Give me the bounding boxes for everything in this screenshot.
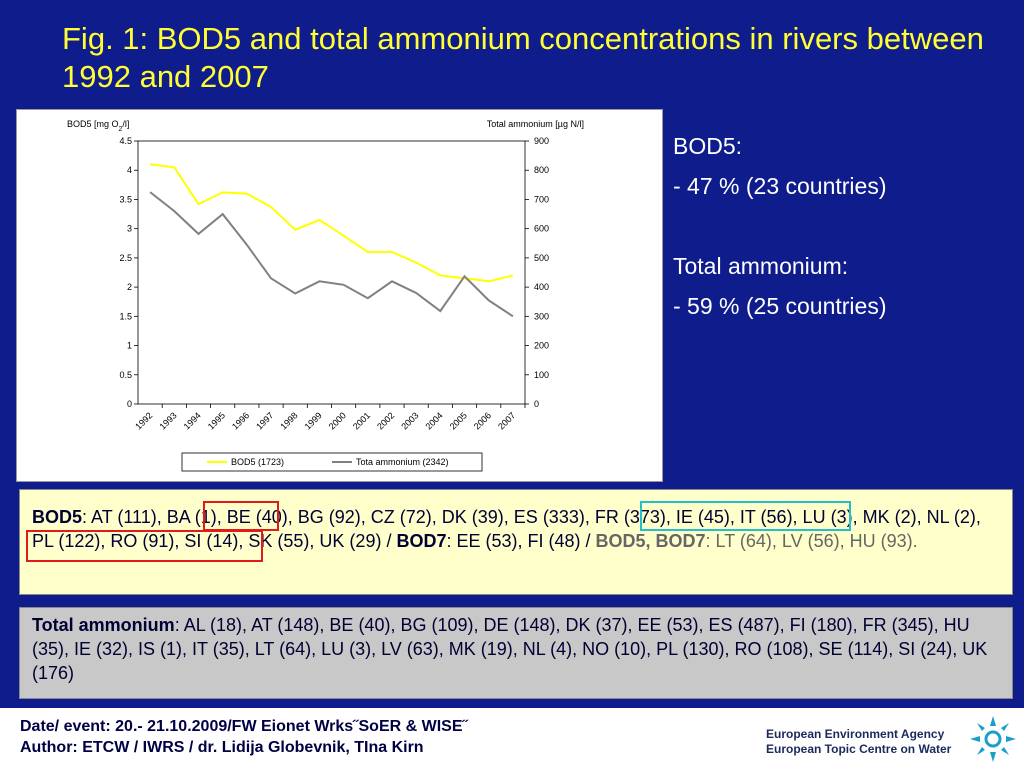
- x-tick-label: 1998: [278, 410, 299, 431]
- ammonium-countries: : AL (18), AT (148), BE (40), BG (109), …: [32, 615, 988, 683]
- x-tick-label: 2007: [496, 410, 517, 431]
- x-tick-label: 1992: [133, 410, 154, 431]
- ammonium-label: Total ammonium: [32, 615, 175, 635]
- ammonium-summary-title: Total ammonium:: [673, 253, 849, 279]
- eea-logo-icon: [970, 716, 1016, 762]
- line-chart: BOD5 [mg O2/l] Total ammonium [µg N/l] 4…: [67, 119, 584, 472]
- y-left-tick-label: 3.5: [119, 194, 132, 204]
- x-tick-label: 1999: [303, 410, 324, 431]
- x-tick-label: 2002: [375, 410, 396, 431]
- y-right-tick-label: 600: [534, 224, 549, 234]
- x-tick-label: 1993: [157, 410, 178, 431]
- series-line-bod5: [149, 163, 514, 283]
- bod7-countries: : EE (53), FI (48) /: [446, 531, 596, 551]
- x-tick-label: 2006: [472, 410, 493, 431]
- x-tick-label: 2005: [448, 410, 469, 431]
- bod-countries-box: BOD5: AT (111), BA (1), BE (40), BG (92)…: [19, 489, 1013, 595]
- eea-name-line2: European Topic Centre on Water: [766, 742, 952, 756]
- series-line-ammonium: [149, 191, 514, 318]
- y-right-tick-label: 100: [534, 370, 549, 380]
- y-left-tick-label: 0.5: [119, 370, 132, 380]
- x-tick-label: 2000: [327, 410, 348, 431]
- bod7-label: BOD7: [396, 531, 447, 551]
- y-right-tick-label: 800: [534, 165, 549, 175]
- footer: Date/ event: 20.- 21.10.2009/FW Eionet W…: [0, 708, 1024, 768]
- y-right-tick-label: 700: [534, 194, 549, 204]
- legend-entry: BOD5 (1723): [231, 457, 284, 467]
- x-tick-label: 2004: [424, 410, 445, 431]
- x-tick-label: 1997: [254, 410, 275, 431]
- y-right-tick-label: 200: [534, 341, 549, 351]
- y-left-tick-label: 4: [127, 165, 132, 175]
- y-left-tick-label: 3: [127, 224, 132, 234]
- bod5-label: BOD5: [32, 507, 83, 527]
- y-left-tick-label: 2: [127, 282, 132, 292]
- ammonium-summary-value: - 59 % (25 countries): [673, 293, 887, 319]
- y-left-tick-label: 4.5: [119, 136, 132, 146]
- y-left-tick-label: 0: [127, 399, 132, 409]
- eea-name-line1: European Environment Agency: [766, 727, 945, 741]
- bod5-bod7-countries: : LT (64), LV (56), HU (93).: [705, 531, 918, 551]
- y-right-tick-label: 400: [534, 282, 549, 292]
- slide-title: Fig. 1: BOD5 and total ammonium concentr…: [62, 21, 984, 94]
- bod5-bod7-label: BOD5, BOD7: [595, 531, 706, 551]
- x-tick-label: 2001: [351, 410, 372, 431]
- highlight-es-fr: [640, 501, 851, 531]
- y-right-tick-label: 0: [534, 399, 539, 409]
- plot-area: [137, 140, 526, 405]
- x-tick-label: 2003: [399, 410, 420, 431]
- x-tick-label: 1996: [230, 410, 251, 431]
- y-right-label: Total ammonium [µg N/l]: [487, 119, 584, 129]
- y-left-tick-label: 2.5: [119, 253, 132, 263]
- chart-panel: BOD5 [mg O2/l] Total ammonium [µg N/l] 4…: [16, 109, 663, 482]
- x-tick-label: 1995: [206, 410, 227, 431]
- summary-panel: BOD5: - 47 % (23 countries) Total ammoni…: [673, 126, 1013, 326]
- bod5-countries: : AT (111), BA (1), BE (40), BG (92), CZ…: [32, 507, 981, 551]
- bod-summary-value: - 47 % (23 countries): [673, 173, 887, 199]
- y-left-tick-label: 1: [127, 341, 132, 351]
- footer-date-event: Date/ event: 20.- 21.10.2009/FW Eionet W…: [20, 718, 468, 735]
- bod-summary-title: BOD5:: [673, 133, 743, 159]
- legend-entry: Tota ammonium (2342): [356, 457, 449, 467]
- ammonium-countries-box: Total ammonium: AL (18), AT (148), BE (4…: [19, 607, 1013, 699]
- y-right-tick-label: 300: [534, 311, 549, 321]
- y-right-tick-label: 900: [534, 136, 549, 146]
- y-left-tick-label: 1.5: [119, 311, 132, 321]
- footer-author: Author: ETCW / IWRS / dr. Lidija Globevn…: [20, 739, 424, 756]
- y-right-tick-label: 500: [534, 253, 549, 263]
- y-left-label: BOD5 [mg O2/l]: [67, 119, 129, 133]
- x-tick-label: 1994: [182, 410, 203, 431]
- eea-org-name: European Environment Agency European Top…: [766, 727, 966, 757]
- highlight-lu-mk-nl: [26, 530, 263, 562]
- highlight-ba: [203, 501, 279, 531]
